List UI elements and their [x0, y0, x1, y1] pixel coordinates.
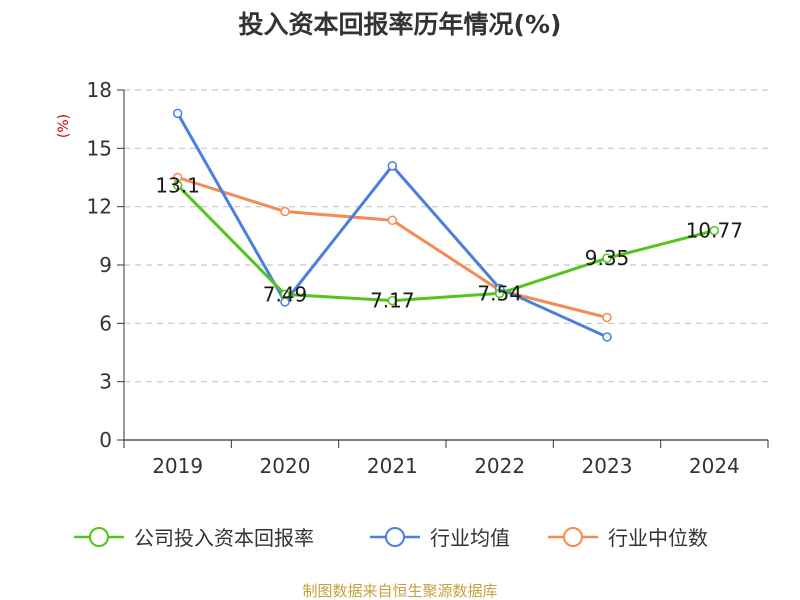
y-tick-label: 18 [87, 78, 112, 102]
data-labels: 13.1 7.49 7.17 7.54 9.35 10.77 [155, 173, 743, 312]
y-tick-label: 3 [99, 370, 112, 394]
source-note: 制图数据来自恒生聚源数据库 [302, 582, 497, 600]
x-tick-label: 2024 [689, 454, 740, 478]
legend-label: 行业均值 [430, 526, 510, 550]
x-tick-label: 2023 [582, 454, 633, 478]
y-tick-label: 0 [99, 428, 112, 452]
chart-title: 投入资本回报率历年情况(%) [239, 10, 562, 39]
legend-label: 公司投入资本回报率 [134, 526, 314, 550]
data-point [172, 180, 183, 191]
y-tick-label: 12 [87, 195, 112, 219]
data-point [172, 108, 183, 119]
data-label: 13.1 [155, 173, 200, 197]
y-axis-unit: (%) [56, 114, 72, 138]
legend-label: 行业中位数 [608, 526, 708, 550]
legend-item[interactable]: 公司投入资本回报率 [74, 526, 314, 550]
legend-marker [385, 527, 405, 547]
legend[interactable]: 公司投入资本回报率 行业均值 行业中位数 [74, 526, 708, 550]
series-line [176, 184, 715, 303]
data-point [709, 225, 720, 236]
legend-item[interactable]: 行业中位数 [548, 526, 708, 550]
data-point [280, 206, 290, 217]
y-tick-label: 6 [99, 311, 112, 335]
data-point [280, 289, 290, 300]
axes: 0 3 6 9 12 15 18 2019 2020 2021 2022 2023 2024 [87, 78, 769, 478]
data-label: 7.49 [263, 282, 308, 306]
y-tick-label: 9 [99, 253, 112, 277]
data-point [602, 332, 612, 342]
grid [124, 89, 768, 383]
x-tick-label: 2020 [260, 454, 311, 478]
data-label: 7.17 [370, 289, 415, 313]
data-point [387, 295, 398, 306]
legend-item[interactable]: 行业均值 [370, 526, 510, 550]
data-point [602, 312, 612, 323]
legend-marker [563, 527, 583, 547]
data-label: 7.54 [477, 281, 522, 305]
data-label: 10.77 [686, 219, 743, 243]
x-tick-label: 2022 [474, 454, 525, 478]
x-tick-label: 2021 [367, 454, 418, 478]
series-0 [172, 180, 720, 306]
series [172, 108, 720, 342]
x-tick-label: 2019 [152, 454, 203, 478]
data-point [602, 253, 612, 263]
data-point [387, 161, 398, 171]
data-point [387, 215, 398, 226]
data-label: 9.35 [585, 246, 630, 270]
y-tick-label: 15 [87, 136, 112, 160]
data-point [494, 288, 505, 299]
legend-marker [89, 527, 109, 547]
